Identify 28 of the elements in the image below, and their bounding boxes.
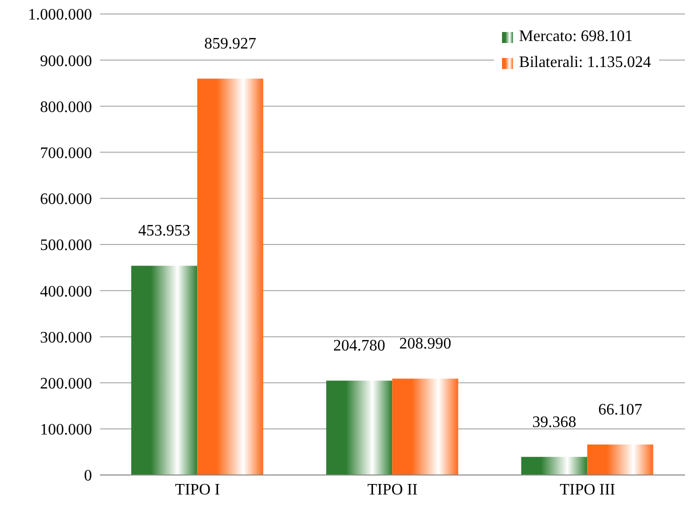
y-tick-label: 0 xyxy=(84,468,92,485)
y-tick-label: 100.000 xyxy=(40,422,92,439)
y-tick-label: 300.000 xyxy=(40,329,92,346)
y-tick-label: 600.000 xyxy=(40,191,92,208)
legend-label: Bilaterali: 1.135.024 xyxy=(519,53,651,73)
bar xyxy=(587,444,654,475)
data-label: 204.780 xyxy=(333,338,386,355)
data-label: 453.953 xyxy=(138,222,190,240)
data-label: 208.990 xyxy=(399,336,452,353)
x-tick-label: TIPO III xyxy=(560,481,616,498)
y-tick-label: 1.000.000 xyxy=(28,6,92,24)
x-tick-label: TIPO II xyxy=(367,481,418,498)
bar xyxy=(197,78,264,475)
y-tick-label: 500.000 xyxy=(40,237,92,254)
x-tick-label: TIPO I xyxy=(175,481,220,498)
bar xyxy=(392,378,458,475)
bar xyxy=(131,266,198,475)
y-tick-label: 400.000 xyxy=(40,283,92,300)
y-tick-label: 700.000 xyxy=(40,144,92,162)
data-label: 66.107 xyxy=(598,402,642,419)
bar xyxy=(521,456,588,475)
data-label: 39.368 xyxy=(532,414,576,431)
y-tick-label: 900.000 xyxy=(40,52,92,70)
bar xyxy=(326,380,392,475)
legend-label: Mercato: 698.101 xyxy=(519,27,633,47)
data-label: 859.927 xyxy=(204,36,256,53)
y-tick-label: 200.000 xyxy=(40,375,92,392)
y-tick-label: 800.000 xyxy=(40,98,92,116)
